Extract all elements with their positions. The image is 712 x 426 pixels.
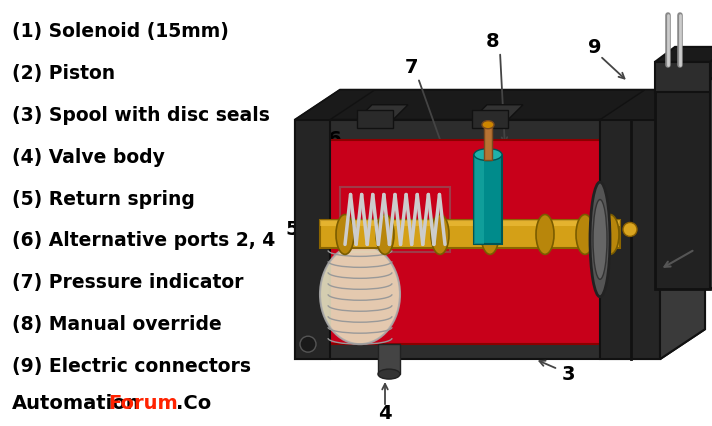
Ellipse shape xyxy=(336,214,354,254)
Bar xyxy=(472,110,508,128)
Circle shape xyxy=(623,222,637,236)
Bar xyxy=(295,120,330,359)
Text: 5: 5 xyxy=(286,220,299,239)
Text: 7: 7 xyxy=(405,58,419,78)
Text: (1) Solenoid (15mm): (1) Solenoid (15mm) xyxy=(12,22,229,41)
Text: (3) Spool with disc seals: (3) Spool with disc seals xyxy=(12,106,270,125)
Bar xyxy=(655,80,710,289)
Polygon shape xyxy=(472,105,523,120)
Bar xyxy=(320,221,620,248)
Circle shape xyxy=(300,336,316,352)
Text: (8) Manual override: (8) Manual override xyxy=(12,315,221,334)
Polygon shape xyxy=(295,120,660,359)
Ellipse shape xyxy=(593,199,607,279)
Text: (5) Return spring: (5) Return spring xyxy=(12,190,195,209)
Bar xyxy=(474,155,484,245)
Bar xyxy=(305,140,645,344)
Polygon shape xyxy=(710,60,712,289)
Polygon shape xyxy=(660,90,705,359)
Bar xyxy=(474,155,502,245)
Text: 3: 3 xyxy=(561,365,575,383)
Text: 2: 2 xyxy=(631,328,645,347)
Text: (2) Piston: (2) Piston xyxy=(12,64,115,83)
Bar xyxy=(484,125,492,160)
Polygon shape xyxy=(655,60,712,80)
Ellipse shape xyxy=(378,369,400,379)
Text: 8: 8 xyxy=(486,32,500,52)
Text: (6) Alternative ports 2, 4: (6) Alternative ports 2, 4 xyxy=(12,231,276,250)
Text: (9) Electric connectors: (9) Electric connectors xyxy=(12,357,251,376)
Text: .Co: .Co xyxy=(176,394,211,413)
Ellipse shape xyxy=(536,214,554,254)
Ellipse shape xyxy=(474,149,502,161)
Ellipse shape xyxy=(576,214,594,254)
Ellipse shape xyxy=(431,214,449,254)
Ellipse shape xyxy=(320,245,400,344)
Ellipse shape xyxy=(601,214,619,254)
Ellipse shape xyxy=(376,214,394,254)
Bar xyxy=(320,221,620,227)
Bar xyxy=(600,120,660,359)
Text: 1: 1 xyxy=(685,248,698,267)
Polygon shape xyxy=(600,90,705,120)
Text: Automation: Automation xyxy=(12,394,141,413)
Polygon shape xyxy=(655,47,712,62)
Bar xyxy=(655,62,710,92)
Text: Forum: Forum xyxy=(108,394,178,413)
Text: 9: 9 xyxy=(588,38,602,58)
Text: 4: 4 xyxy=(378,405,392,423)
Ellipse shape xyxy=(482,121,494,129)
Text: (4) Valve body: (4) Valve body xyxy=(12,148,165,167)
Text: 6: 6 xyxy=(328,130,342,149)
Bar xyxy=(378,344,400,374)
Bar xyxy=(340,187,450,252)
Ellipse shape xyxy=(590,182,610,297)
Polygon shape xyxy=(357,105,408,120)
Polygon shape xyxy=(295,90,705,120)
Polygon shape xyxy=(295,90,375,120)
Ellipse shape xyxy=(481,214,499,254)
Text: (7) Pressure indicator: (7) Pressure indicator xyxy=(12,273,244,292)
Polygon shape xyxy=(660,90,705,359)
Bar xyxy=(357,110,393,128)
